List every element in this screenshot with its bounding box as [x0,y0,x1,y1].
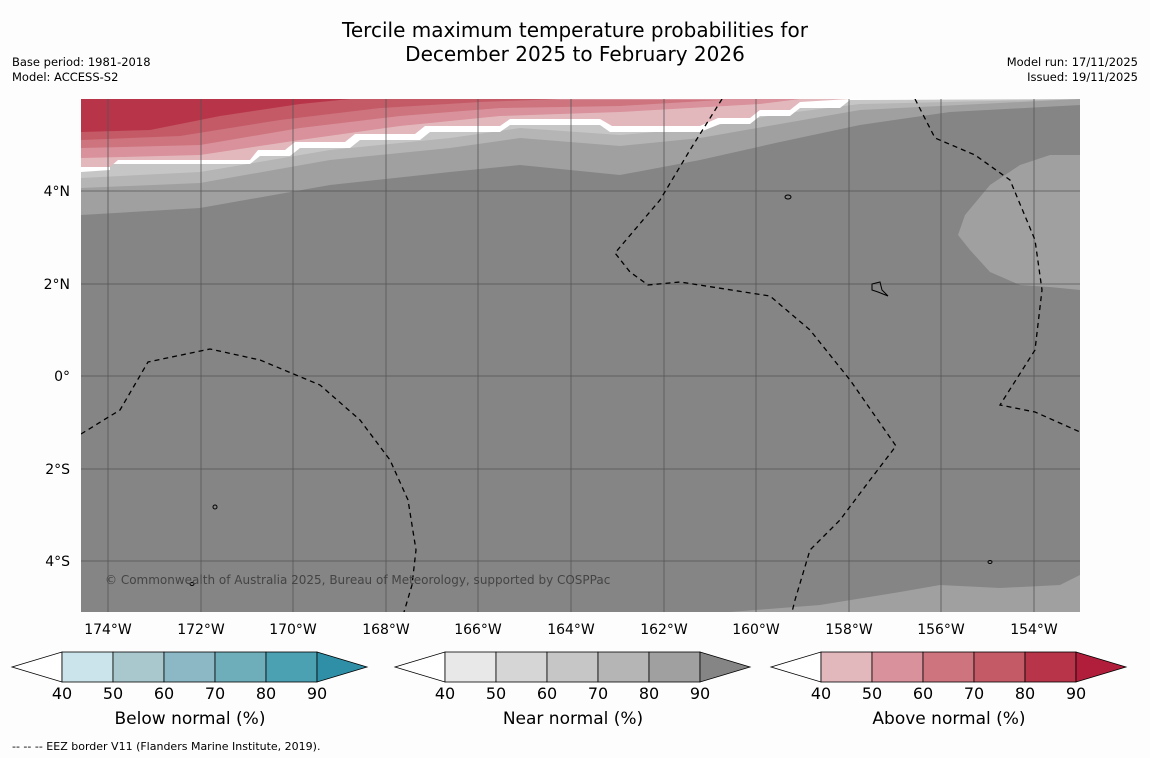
eez-border-central [614,99,897,612]
lat-label: 2°N [44,277,70,293]
colorbar-near-low-extend [393,651,446,683]
colorbar-above-segment [1024,651,1077,683]
colorbar-above-segment [922,651,975,683]
eez-border-west [81,348,417,612]
colorbar-near-tick: 50 [485,684,507,703]
island-a [784,194,792,200]
colorbar-below-segment [214,651,267,683]
colorbar-below-tick: 50 [102,684,124,703]
colorbar-near-tick: 40 [434,684,456,703]
colorbar-label-below: Below normal (%) [114,709,266,729]
lon-label: 168°W [362,622,410,638]
colorbar-near-tick: 90 [689,684,711,703]
eez-borders [81,99,1080,612]
title-line-1: Tercile maximum temperature probabilitie… [342,18,808,42]
lon-label: 166°W [454,622,502,638]
islands [189,194,993,586]
eez-border-east [914,99,1080,433]
base-period: Base period: 1981-2018 [12,55,151,69]
colorbar-below-tick: 80 [255,684,277,703]
meta-right: Model run: 17/11/2025 Issued: 19/11/2025 [1007,55,1138,85]
lon-label: 154°W [1010,622,1058,638]
colorbar-above-segment [871,651,924,683]
issued-date: Issued: 19/11/2025 [1027,70,1138,84]
colorbar-near-segment [444,651,497,683]
island-e [987,560,993,564]
colorbar-below-tick: 90 [306,684,328,703]
lat-label: 0° [54,369,70,385]
map-title: Tercile maximum temperature probabilitie… [200,18,950,66]
colorbar-near-high-extend [699,651,752,683]
island-d [189,582,195,586]
lon-label: 172°W [177,622,225,638]
colorbar-below-low-extend [10,651,63,683]
near-normal-80-south-patch [730,575,1080,612]
colorbar-label-above: Above normal (%) [872,709,1026,729]
colorbar-near-tick: 70 [587,684,609,703]
island-b [871,281,889,297]
colorbar-above-tick: 70 [963,684,985,703]
lon-label: 170°W [269,622,317,638]
colorbar-above-tick: 40 [810,684,832,703]
colorbar-label-near: Near normal (%) [502,709,644,729]
colorbar-below-segment [61,651,114,683]
meta-left: Base period: 1981-2018 Model: ACCESS-S2 [12,55,151,85]
colorbar-below-tick: 40 [51,684,73,703]
colorbar-above-segment [973,651,1026,683]
colorbars [10,651,1128,683]
model-name: Model: ACCESS-S2 [12,70,119,84]
colorbar-above-tick: 90 [1065,684,1087,703]
lat-label: 4°N [44,184,70,200]
near-normal-80-east-patch [958,155,1080,290]
copyright-text: © Commonwealth of Australia 2025, Bureau… [105,573,610,587]
colorbar-above-tick: 60 [912,684,934,703]
colorbar-below-tick: 70 [204,684,226,703]
colorbar-near-segment [495,651,548,683]
title-line-2: December 2025 to February 2026 [405,42,745,66]
lon-labels: 174°W 172°W 170°W 168°W 166°W 164°W 162°… [84,622,1058,638]
colorbar-below-segment [265,651,318,683]
colorbar-above-low-extend [769,651,822,683]
colorbar-near-segment [546,651,599,683]
colorbar-below-segment [163,651,216,683]
graticule [81,99,1080,612]
colorbar-near-segment [597,651,650,683]
colorbar-above-tick: 80 [1014,684,1036,703]
colorbar-below-high-extend [316,651,369,683]
above-normal-80-region [81,99,350,132]
colorbar-below-tick: 60 [153,684,175,703]
eez-legend-note: -- -- -- EEZ border V11 (Flanders Marine… [12,740,321,753]
colorbar-near-segment [648,651,701,683]
map-area [81,99,1080,612]
lon-label: 164°W [547,622,595,638]
lon-label: 156°W [917,622,965,638]
model-run: Model run: 17/11/2025 [1006,55,1138,69]
lat-label: 2°S [45,462,70,478]
island-c [212,504,218,510]
colorbar-below-segment [112,651,165,683]
lon-label: 160°W [732,622,780,638]
lon-label: 162°W [640,622,688,638]
colorbar-near-tick: 60 [536,684,558,703]
lat-label: 4°S [45,554,70,570]
lon-label: 158°W [825,622,873,638]
colorbar-above-segment [820,651,873,683]
lon-label: 174°W [84,622,132,638]
colorbar-above-high-extend [1075,651,1128,683]
lat-labels: 4°N 2°N 0° 2°S 4°S [44,184,71,570]
colorbar-above-tick: 50 [861,684,883,703]
colorbar-near-tick: 80 [638,684,660,703]
